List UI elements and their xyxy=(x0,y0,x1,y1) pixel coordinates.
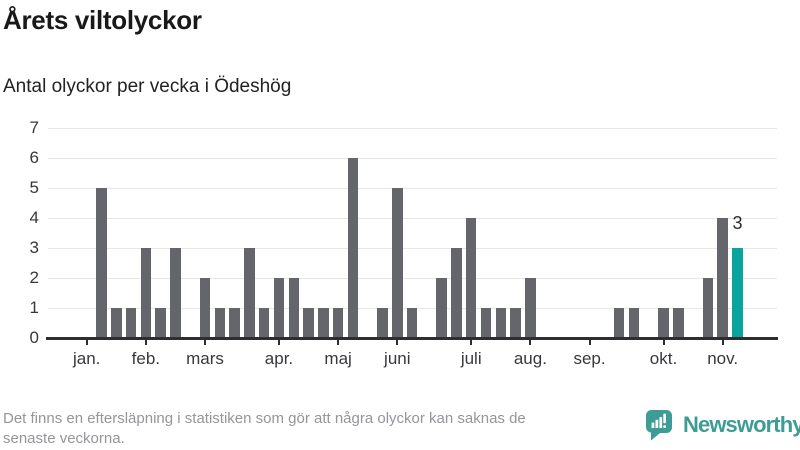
x-axis-tick-aug xyxy=(529,339,532,345)
y-axis-label-2: 2 xyxy=(29,268,39,287)
footnote-line-2: senaste veckorna. xyxy=(3,429,125,447)
y-axis-label-0: 0 xyxy=(29,328,39,347)
weekly-accidents-bar-chart: 0 1 2 3 4 5 6 7 3 jan. feb. mars apr. maj juni juli aug.… xyxy=(29,118,778,368)
bar-week-41 xyxy=(673,308,684,338)
x-axis-tick-maj xyxy=(337,339,340,345)
newsworthy-logo-text: Newsworthy xyxy=(683,412,800,437)
gridline-6 xyxy=(48,158,777,159)
bar-week-16 xyxy=(303,308,314,338)
x-axis-month-label-apr: apr. xyxy=(264,349,294,368)
x-axis-tick-okt xyxy=(662,339,665,345)
x-axis-tick-nov xyxy=(721,339,724,345)
x-axis-tick-juli xyxy=(470,339,473,345)
bar-week-17 xyxy=(318,308,329,338)
bar-week-44 xyxy=(717,218,728,338)
y-axis-label-3: 3 xyxy=(29,238,39,257)
bar-week-43 xyxy=(702,278,714,338)
bar-week-23 xyxy=(406,308,418,338)
bar-week-12 xyxy=(244,248,255,338)
x-axis-month-label-feb: feb. xyxy=(131,349,161,368)
bar-week-2 xyxy=(96,188,107,338)
x-axis-tick-feb xyxy=(144,339,147,345)
gridline-3 xyxy=(48,248,777,249)
x-axis-tick-apr xyxy=(277,339,280,345)
gridline-7 xyxy=(48,128,777,129)
footnote-line-1: Det finns en eftersläpning i statistiken… xyxy=(3,410,526,427)
bar-week-40 xyxy=(658,308,669,338)
gridline-2 xyxy=(48,278,777,279)
bar-week-27 xyxy=(465,218,477,338)
x-axis-month-label-sep: sep. xyxy=(573,349,606,368)
bar-week-22 xyxy=(392,188,403,338)
x-axis-month-label-juli: juli xyxy=(460,349,482,368)
y-axis-label-1: 1 xyxy=(29,298,39,317)
y-axis-label-5: 5 xyxy=(29,178,39,197)
x-axis-month-label-juni: juni xyxy=(384,349,411,368)
x-axis-line xyxy=(46,337,778,340)
bar-week-30 xyxy=(510,308,521,338)
bar-week-4 xyxy=(125,308,137,338)
bar-week-19 xyxy=(347,158,359,338)
bar-week-38 xyxy=(628,308,640,338)
bar-week-28 xyxy=(480,308,492,338)
y-axis-label-7: 7 xyxy=(29,118,39,137)
x-axis-month-label-maj: maj xyxy=(324,349,352,368)
bar-week-37 xyxy=(613,308,625,338)
y-axis-label-4: 4 xyxy=(29,208,39,227)
x-axis-tick-mars xyxy=(204,339,207,345)
bar-week-25 xyxy=(436,278,447,338)
bar-week-18 xyxy=(332,308,344,338)
bar-week-21 xyxy=(377,308,388,338)
x-axis-month-label-aug: aug. xyxy=(513,349,547,368)
bar-week-31 xyxy=(525,278,536,338)
x-axis-month-label-okt: okt. xyxy=(649,349,678,368)
x-axis-month-label-mars: mars xyxy=(186,349,224,368)
x-axis-tick-jan xyxy=(85,339,88,345)
bar-week-14 xyxy=(273,278,285,338)
bar-week-10 xyxy=(214,308,226,338)
gridline-5 xyxy=(48,188,777,189)
x-axis-month-label-nov: nov. xyxy=(707,349,739,368)
x-axis-tick-sep xyxy=(588,339,591,345)
bar-week-26 xyxy=(451,248,462,338)
gridline-4 xyxy=(48,218,777,219)
newsworthy-chart-bubble-icon xyxy=(646,410,672,441)
newsworthy-logo: Newsworthy xyxy=(646,410,800,441)
bar-week-11 xyxy=(229,308,240,338)
bar-week-29 xyxy=(495,308,507,338)
bar-week-7 xyxy=(170,248,181,338)
chart-subtitle: Antal olyckor per vecka i Ödeshög xyxy=(3,76,292,97)
bar-week-6 xyxy=(155,308,166,338)
footnote: Det finns en eftersläpning i statistiken… xyxy=(3,409,526,448)
bar-value-label: 3 xyxy=(732,213,743,233)
page-title: Årets viltolyckor xyxy=(3,5,202,35)
y-axis-label-6: 6 xyxy=(29,148,39,167)
bar-week-13 xyxy=(258,308,270,338)
bar-week-5 xyxy=(140,248,152,338)
x-axis-tick-juni xyxy=(396,339,399,345)
bar-week-15 xyxy=(288,278,299,338)
bar-week-3 xyxy=(111,308,122,338)
highlighted-bar-week-45 xyxy=(732,248,743,338)
bar-week-9 xyxy=(199,278,211,338)
x-axis-month-label-jan: jan. xyxy=(72,349,101,368)
